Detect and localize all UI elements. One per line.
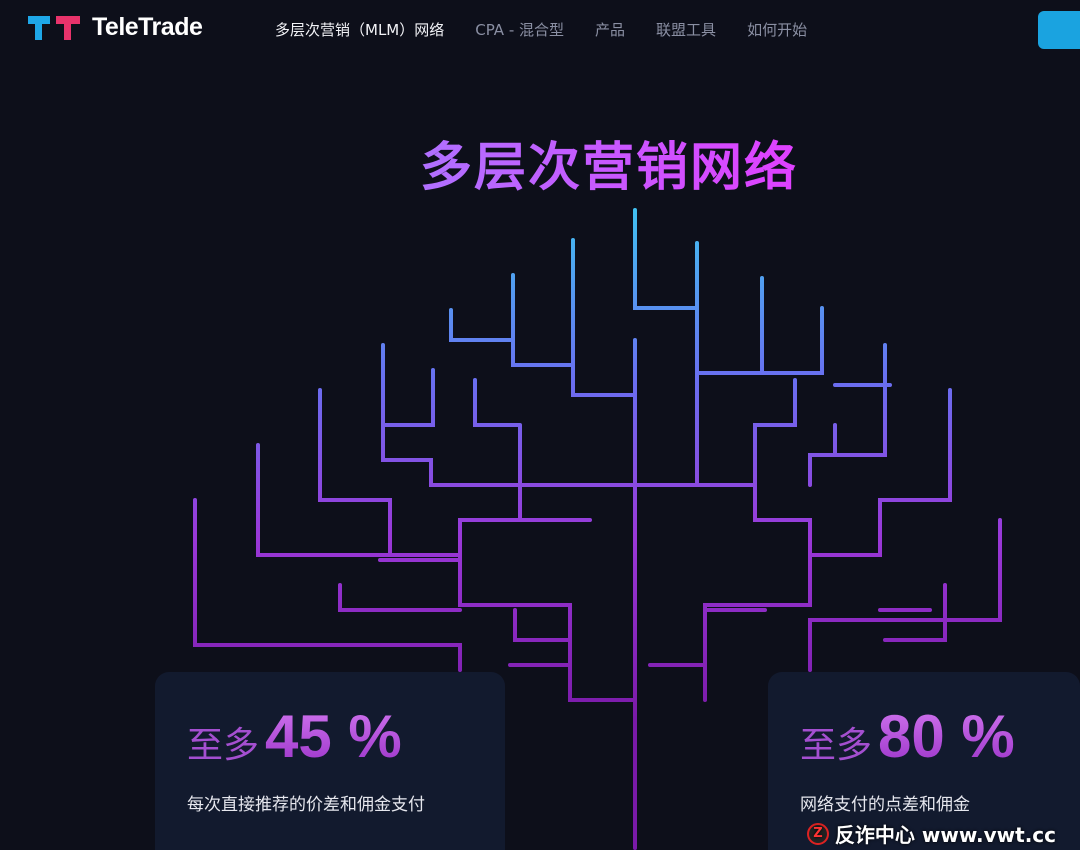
nav-item-cpa[interactable]: CPA - 混合型: [475, 21, 565, 39]
brand-name: TeleTrade: [92, 12, 203, 41]
nav-item-mlm[interactable]: 多层次营销（MLM）网络: [275, 21, 445, 39]
card-description: 网络支付的点差和佣金: [800, 795, 970, 815]
top-nav: TeleTrade 多层次营销（MLM）网络 CPA - 混合型 产品 联盟工具…: [0, 0, 1080, 58]
card-value: 45 %: [265, 703, 402, 770]
nav-item-how-to-start[interactable]: 如何开始: [747, 21, 808, 39]
cta-button[interactable]: [1038, 11, 1080, 49]
teletrade-logo[interactable]: TeleTrade: [26, 12, 203, 42]
card-value: 80 %: [878, 703, 1015, 770]
logo-mark-icon: [28, 16, 80, 40]
commission-card-direct: 至多 45 % 每次直接推荐的价差和佣金支付: [155, 672, 505, 850]
card-description: 每次直接推荐的价差和佣金支付: [187, 795, 425, 815]
card-prefix: 至多: [187, 725, 260, 766]
nav-item-products[interactable]: 产品: [595, 21, 626, 39]
nav-menu: 多层次营销（MLM）网络 CPA - 混合型 产品 联盟工具 如何开始: [275, 19, 807, 40]
watermark: Z 反诈中心 www.vwt.cc: [806, 819, 1056, 848]
commission-card-network: 至多 80 % 网络支付的点差和佣金: [768, 672, 1080, 850]
watermark-logo-icon: Z: [806, 822, 829, 845]
page-title: 多层次营销网络: [420, 125, 798, 200]
card-prefix: 至多: [800, 725, 873, 766]
nav-item-affiliate-tools[interactable]: 联盟工具: [656, 21, 717, 39]
